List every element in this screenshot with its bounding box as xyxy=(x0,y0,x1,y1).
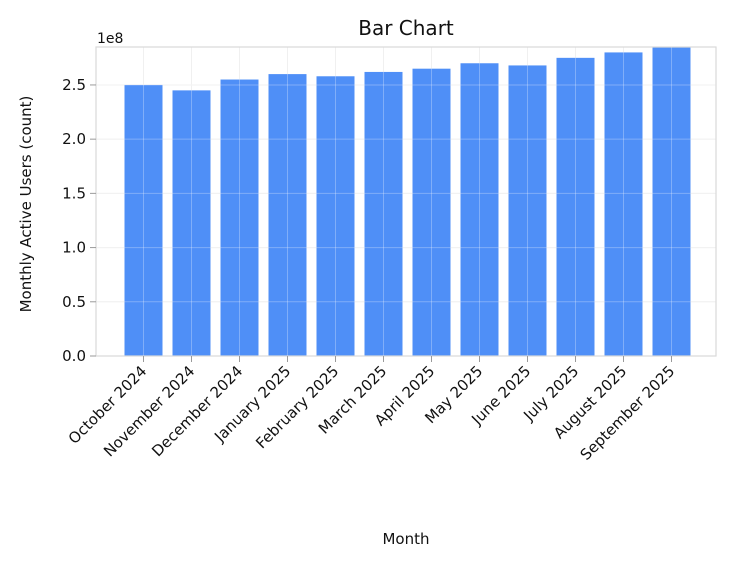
plot-frame xyxy=(95,46,717,357)
y-tick-label: 1.0 xyxy=(62,239,86,257)
bars-layer xyxy=(96,47,716,357)
bar xyxy=(172,90,211,357)
y-axis-label: Monthly Active Users (count) xyxy=(17,96,35,313)
bar xyxy=(220,79,259,357)
bar xyxy=(604,52,643,356)
x-axis-label: Month xyxy=(382,530,429,548)
y-tick-label: 2.0 xyxy=(62,130,86,148)
axes-layer xyxy=(95,46,717,357)
bar xyxy=(652,47,691,356)
y-ticks-layer: 0.0 0.5 1.0 1.5 2.0 2.5 xyxy=(62,76,96,365)
y-tick-label: 1.5 xyxy=(62,184,86,202)
bar xyxy=(460,63,499,357)
bar xyxy=(364,71,403,357)
y-tick-label: 2.5 xyxy=(62,76,86,94)
bar xyxy=(412,68,451,357)
bar xyxy=(316,76,355,356)
chart-title: Bar Chart xyxy=(358,16,454,40)
y-axis-offset-label: 1e8 xyxy=(97,31,123,47)
y-tick-label: 0.5 xyxy=(62,293,86,311)
bar xyxy=(556,57,595,357)
x-tick-label: February 2025 xyxy=(252,362,342,452)
bar xyxy=(268,74,307,357)
y-tick-label: 0.0 xyxy=(62,347,86,365)
bar xyxy=(124,84,163,357)
bar xyxy=(508,65,547,356)
